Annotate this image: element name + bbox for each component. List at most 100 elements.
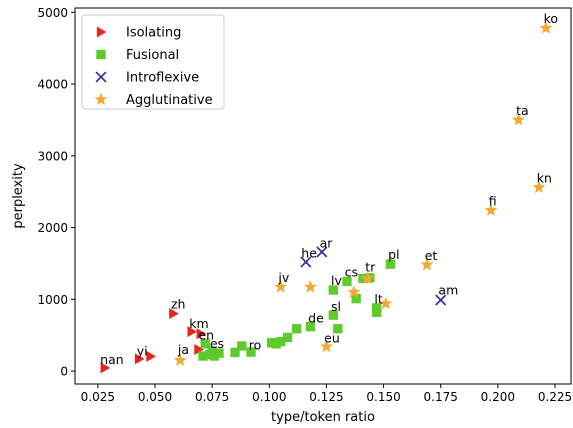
fusional-point [372,303,382,313]
fusional-point [328,285,338,295]
fusional-point [246,347,256,357]
point-label-ro: ro [249,338,262,353]
legend-marker-fusional [96,49,106,60]
fusional-point [230,347,240,358]
fusional-point [200,339,210,349]
point-label-kn: kn [537,170,552,185]
fusional-point [207,346,217,356]
legend-marker-agglutinative [94,92,108,106]
x-axis-ticks: 0.025 0.050 0.075 0.100 0.125 0.150 0.175 0.200… [81,384,572,404]
point-label-lt: lt [374,292,382,307]
legend-label-introflexive: Introflexive [126,71,199,86]
y-tick-label: 2000 [37,221,68,235]
point-label-en: en [198,328,214,343]
x-marker-stroke [316,246,328,258]
isolating-point [169,308,179,320]
agglutinative-point [539,21,553,34]
legend-label-agglutinative: Agglutinative [126,93,213,108]
x-tick-label: 0.075 [195,390,229,404]
x-axis-label: type/token ratio [271,410,375,425]
isolating-point [146,350,156,362]
isolating-point [187,326,198,338]
y-tick-label: 1000 [37,293,68,307]
point-label-km: km [189,316,208,331]
x-tick-label: 0.175 [424,390,458,404]
x-tick-label: 0.150 [366,390,400,404]
x-tick-label: 0.050 [138,390,172,404]
isolating-point [194,344,204,356]
point-label-et: et [425,248,438,263]
point-label-pl: pl [388,247,399,262]
y-axis-label: perplexity [11,163,26,229]
legend-marker-introflexive [95,71,107,83]
point-label-ar: ar [320,236,334,251]
x-marker-stroke [95,71,107,83]
x-marker-stroke [435,294,447,306]
x-tick-label: 0.125 [309,390,343,404]
fusional-point [237,341,247,351]
point-label-ja: ja [177,342,189,357]
fusional-point [385,259,396,269]
point-label-de: de [308,310,324,325]
y-axis-ticks: 0 1000 2000 3000 4000 5000 [37,6,75,379]
agglutinative-point [303,280,317,293]
fusional-point [358,273,368,284]
legend-label-fusional: Fusional [126,48,179,63]
fusional-point [292,324,302,334]
x-tick-label: 0.200 [481,390,515,404]
point-label-he: he [301,246,317,261]
point-label-cs: cs [345,264,358,279]
isolating-point [196,328,207,340]
point-label-es: es [210,336,224,351]
agglutinative-point [319,339,333,353]
x-tick-label: 0.025 [81,390,115,404]
fusional-point [282,332,293,343]
point-label-tr: tr [365,259,376,274]
introflexive-point [300,256,312,268]
fusional-point [351,293,361,304]
y-tick-label: 3000 [37,149,68,163]
agglutinative-point [347,285,361,298]
fusional-point [342,276,352,287]
x-tick-label: 0.225 [538,390,572,404]
y-tick-label: 4000 [37,78,68,92]
fusional-point [276,336,286,347]
legend-marker-isolating [96,26,107,38]
introflexive-point [435,294,447,306]
fusional-point [198,351,208,361]
plot-frame [74,7,572,385]
point-label-zh: zh [171,297,185,312]
isolating-point [100,362,111,374]
point-label-sl: sl [331,299,341,314]
agglutinative-point [511,113,525,126]
agglutinative-point [361,271,375,285]
fusional-point [328,310,338,320]
y-tick-label: 5000 [37,6,68,20]
agglutinative-point [379,296,393,310]
fusional-point [305,321,316,332]
x-tick-label: 0.100 [252,390,286,404]
x-marker-stroke [300,256,312,268]
legend: Isolating Fusional Introflexive Agglutinati… [81,14,225,110]
introflexive-point [316,246,328,258]
point-label-nan: nan [100,352,124,367]
isolating-point [134,353,145,365]
point-label-fi: fi [489,193,497,208]
fusional-point [333,324,343,334]
agglutinative-point [420,258,434,271]
point-label-ko: ko [544,11,558,26]
point-label-yi: yi [137,343,148,358]
y-tick-label: 0 [60,365,68,379]
agglutinative-point [484,203,498,216]
data-markers [100,21,553,374]
legend-box [81,14,225,110]
point-label-ta: ta [516,103,529,118]
agglutinative-point [274,280,288,293]
point-label-am: am [438,282,458,297]
point-label-lv: lv [331,273,342,288]
point-label-eu: eu [324,330,340,345]
agglutinative-point [173,353,187,366]
plot-area [74,7,572,385]
